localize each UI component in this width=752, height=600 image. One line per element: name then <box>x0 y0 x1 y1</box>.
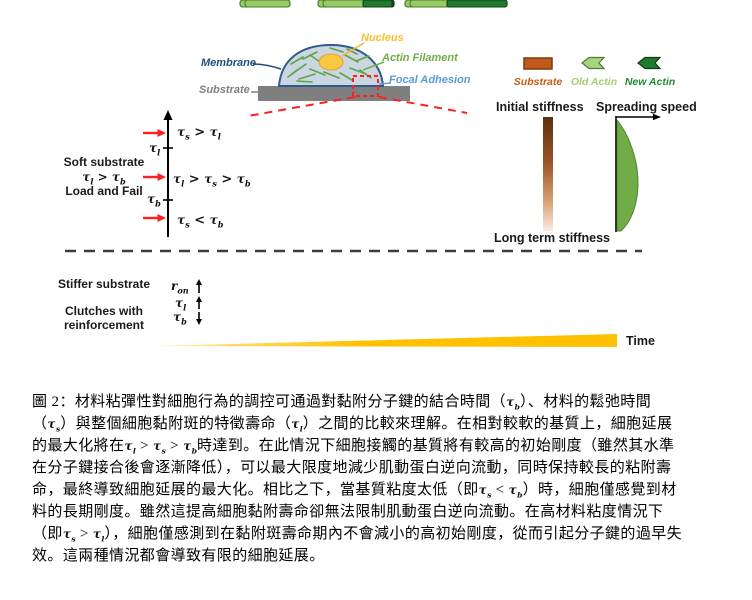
panel-dark-reinforced <box>245 0 291 8</box>
caption-line: 料的長期剛度。雖然這提高細胞黏附壽命卻無法限制肌動蛋白逆向流動。在高材料粘度情況… <box>32 504 664 520</box>
spreading-speed-label: Spreading speed <box>596 100 697 114</box>
tau-l-rate-label: τl <box>175 296 187 313</box>
stiffness-speed-art <box>543 113 661 232</box>
row-condition-1: τs > τl <box>177 125 221 142</box>
row-condition-2: τl > τs > τb <box>173 172 251 189</box>
caption-line: （τs）與整個細胞黏附斑的特徵壽命（τl）之間的比較來理解。在相對較軟的基質上，… <box>32 416 673 434</box>
initial-stiffness-label: Initial stiffness <box>496 100 584 114</box>
cell-illustration <box>247 42 468 117</box>
legend-new-actin-label: New Actin <box>624 76 676 88</box>
clutches-label-line1: Clutches with <box>64 304 143 318</box>
focal-adhesion-label: Focal Adhesion <box>389 74 471 86</box>
red-row-arrows <box>143 131 159 220</box>
nucleus-art <box>318 53 344 71</box>
axis-tick-tau-b: τb <box>147 192 161 209</box>
caption-line: 在分子鍵接合後會逐漸降低），可以最大限度地減少肌動蛋白逆向流動，同時保持較長的粘… <box>32 460 672 476</box>
time-axis-wedge <box>155 334 617 347</box>
figure-art <box>0 0 662 347</box>
tau-b-rate-label: τb <box>173 310 187 327</box>
soft-condition-label: τl > τb <box>82 170 126 187</box>
zoom-highlight-box <box>352 75 379 97</box>
legend-substrate-swatch <box>523 57 553 70</box>
caption-line: 的最大化將在τl > τs > τb時達到。在此情況下細胞接觸的基質將有較高的初… <box>32 438 675 456</box>
r-on-label: ron <box>171 279 189 296</box>
figure-2-diagram: Membrane Nucleus Actin Filament Focal Ad… <box>0 0 697 348</box>
load-and-fail-label: Load and Fail <box>65 184 143 198</box>
figure-caption: 圖 2：材料粘彈性對細胞行為的調控可通過對黏附分子鍵的結合時間（τb）、材料的鬆… <box>32 391 738 567</box>
caption-line: 命，最終導致細胞延展的最大化。相比之下，當基質粘度太低（即τs < τb）時，細… <box>32 482 677 500</box>
nucleus-label: Nucleus <box>361 32 404 44</box>
left-axis <box>143 110 173 237</box>
membrane-label: Membrane <box>201 57 257 69</box>
panel-dark-reinforced <box>410 0 508 8</box>
legend-swatches <box>523 56 662 70</box>
panel-dark-reinforced <box>323 0 393 8</box>
substrate-label: Substrate <box>199 84 250 96</box>
soft-substrate-label: Soft substrate <box>63 155 145 169</box>
stiffness-gradient-bar <box>543 117 553 231</box>
caption-line: 圖 2：材料粘彈性對細胞行為的調控可通過對黏附分子鍵的結合時間（τb）、材料的鬆… <box>32 394 652 412</box>
long-term-stiffness-label: Long term stiffness <box>494 231 610 245</box>
clutch-panels <box>240 0 508 8</box>
zoom-dash-left <box>247 96 356 117</box>
zoom-dash-right <box>378 96 468 114</box>
caption-line: 效。這兩種情況都會導致有限的細胞延展。 <box>32 548 325 564</box>
time-label: Time <box>626 334 655 348</box>
stiffer-substrate-label: Stiffer substrate <box>57 277 151 291</box>
actin-filaments-art <box>287 47 372 83</box>
clutches-label-line2: reinforcement <box>63 318 145 332</box>
row-condition-3: τs < τb <box>177 213 224 230</box>
legend-old-actin-swatch <box>581 56 606 70</box>
axis-tick-tau-l: τl <box>149 141 161 158</box>
spreading-speed-curve <box>616 118 639 232</box>
legend-substrate-label: Substrate <box>513 76 563 88</box>
caption-line: （即τs > τl），細胞僅感測到在黏附斑壽命期內不會減小的高初始剛度，從而引起… <box>32 526 683 544</box>
legend-old-actin-label: Old Actin <box>570 76 618 88</box>
actin-filament-label: Actin Filament <box>382 52 458 64</box>
legend-new-actin-swatch <box>637 56 662 70</box>
